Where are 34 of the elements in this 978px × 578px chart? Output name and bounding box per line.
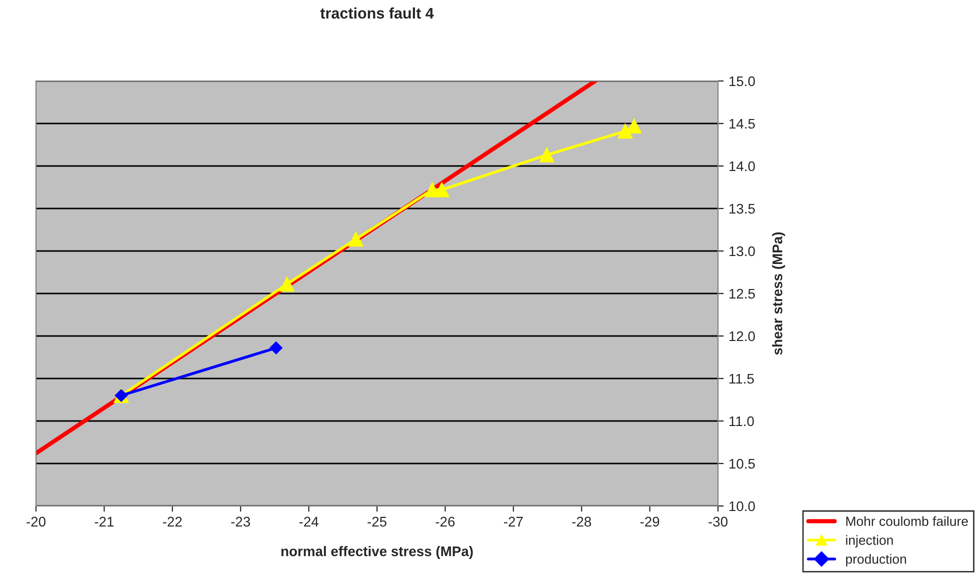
- legend-label: Mohr coulomb failure: [846, 516, 968, 526]
- y-tick-label: 14.5: [729, 118, 755, 129]
- legend-label: injection: [846, 535, 893, 548]
- x-tick-label: -20: [26, 516, 46, 527]
- point: [280, 276, 294, 292]
- x-tick-label: -21: [94, 516, 114, 526]
- y-tick-label: 11.5: [729, 374, 754, 384]
- point: [434, 182, 450, 198]
- x-tick-label: -22: [162, 516, 182, 526]
- point: [348, 232, 364, 247]
- y-tick-label: 13.5: [729, 204, 755, 214]
- y-tick-label: 12.5: [729, 288, 755, 299]
- x-tick-label: -29: [640, 516, 660, 527]
- y-tick-label: 15.0: [729, 76, 755, 86]
- chart-title: tractions fault 4: [320, 7, 434, 19]
- x-tick-label: -28: [572, 516, 592, 527]
- y-tick-label: 13.0: [729, 246, 755, 256]
- y-tick-label: 10.0: [729, 501, 755, 512]
- x-tick-label: -25: [368, 516, 386, 527]
- y-tick-label: 12.0: [729, 331, 755, 342]
- legend-label: production: [846, 554, 906, 566]
- x-tick-label: -30: [708, 516, 728, 527]
- point: [539, 147, 554, 162]
- y-tick-label: 10.5: [729, 458, 755, 469]
- point: [270, 341, 282, 354]
- x-tick-label: -26: [436, 516, 455, 527]
- point: [618, 124, 633, 139]
- y-tick-label: 14.0: [729, 161, 755, 172]
- x-axis-title: normal effective stress (MPa): [281, 546, 473, 559]
- x-tick-label: -23: [231, 516, 250, 527]
- y-tick-label: 11.0: [729, 416, 754, 426]
- x-tick-label: -24: [299, 516, 318, 526]
- x-tick-label: -27: [504, 516, 523, 526]
- y-axis-title: shear stress (MPa): [772, 232, 786, 355]
